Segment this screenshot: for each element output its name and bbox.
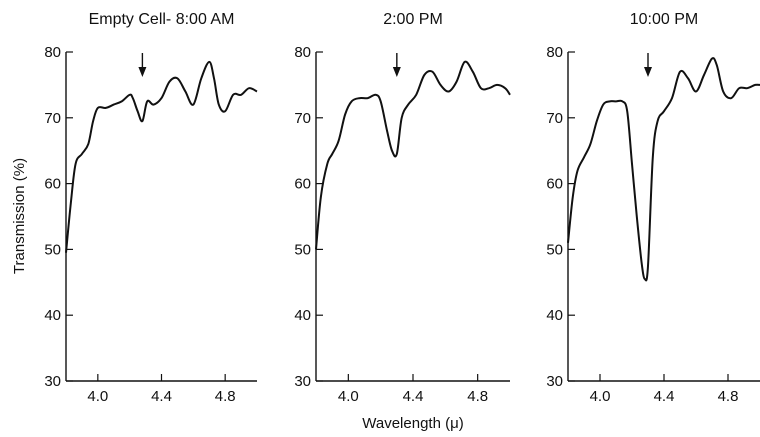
y-tick-label-1-70: 70 — [44, 110, 61, 127]
x-tick-label-1-4: 4.0 — [87, 388, 108, 405]
y-tick-label-3-50: 50 — [546, 241, 563, 258]
panel-title-2: 2:00 PM — [383, 11, 443, 28]
x-tick-label-2-4.4: 4.4 — [403, 388, 424, 405]
series-line-1 — [65, 60, 258, 253]
panel-title-1: Empty Cell- 8:00 AM — [89, 11, 235, 28]
y-axis-label: Transmission (%) — [11, 158, 28, 274]
arrow-head-1 — [138, 67, 147, 77]
y-tick-label-3-60: 60 — [546, 176, 563, 193]
x-tick-label-1-4.8: 4.8 — [215, 388, 236, 405]
y-tick-label-2-30: 30 — [294, 373, 311, 390]
x-tick-label-2-4.8: 4.8 — [467, 388, 488, 405]
x-tick-label-1-4.4: 4.4 — [151, 388, 172, 405]
y-tick-label-1-80: 80 — [44, 44, 61, 61]
y-tick-label-2-40: 40 — [294, 307, 311, 324]
y-tick-label-1-50: 50 — [44, 241, 61, 258]
panel-title-3: 10:00 PM — [630, 11, 698, 28]
x-tick-label-3-4: 4.0 — [590, 388, 611, 405]
x-tick-label-2-4: 4.0 — [338, 388, 359, 405]
y-tick-label-3-30: 30 — [546, 373, 563, 390]
x-tick-label-3-4.8: 4.8 — [718, 388, 739, 405]
y-tick-label-3-70: 70 — [546, 110, 563, 127]
y-tick-label-2-70: 70 — [294, 110, 311, 127]
arrow-head-3 — [644, 67, 652, 77]
arrow-head-2 — [392, 67, 401, 77]
y-tick-label-2-50: 50 — [294, 241, 311, 258]
x-tick-label-3-4.4: 4.4 — [654, 388, 675, 405]
series-line-3 — [567, 57, 760, 282]
y-tick-label-2-80: 80 — [294, 44, 311, 61]
x-axis-label: Wavelength (μ) — [362, 415, 463, 432]
y-tick-label-1-30: 30 — [44, 373, 61, 390]
y-tick-label-3-40: 40 — [546, 307, 563, 324]
y-tick-label-1-40: 40 — [44, 307, 61, 324]
series-line-2 — [315, 60, 511, 250]
y-tick-label-1-60: 60 — [44, 176, 61, 193]
y-tick-label-3-80: 80 — [546, 44, 563, 61]
y-tick-label-2-60: 60 — [294, 176, 311, 193]
